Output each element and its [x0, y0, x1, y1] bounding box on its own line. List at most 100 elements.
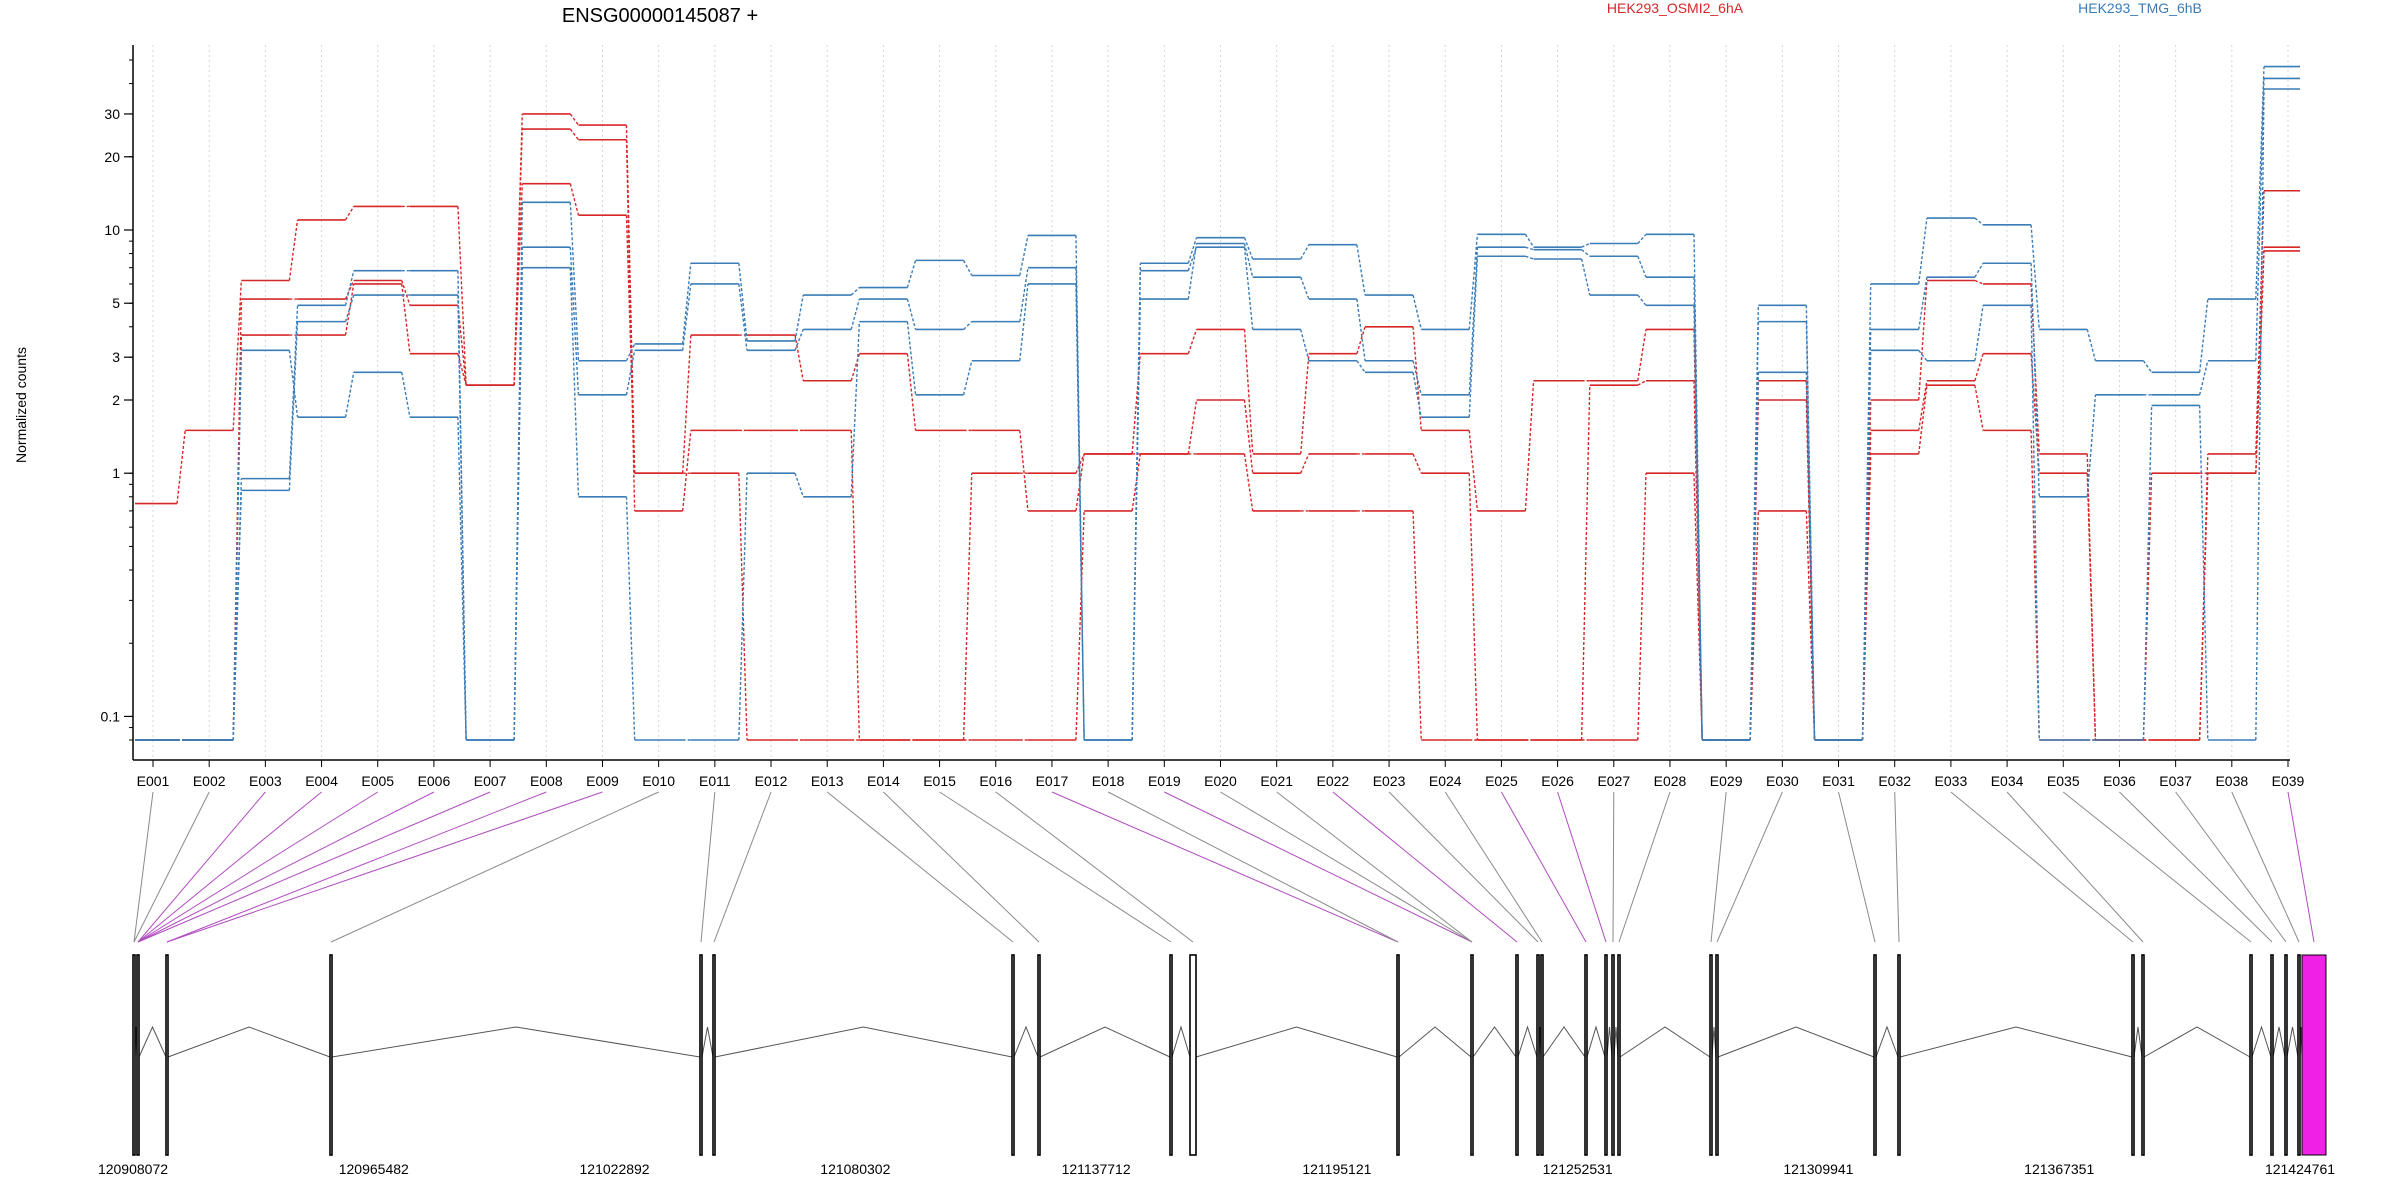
exon-box [329, 954, 333, 1156]
exon-tick-label: E017 [1036, 773, 1069, 789]
series-transition [2142, 473, 2153, 741]
series-transition [1019, 283, 1029, 361]
exon-box [1515, 954, 1519, 1156]
exon-box [165, 954, 169, 1156]
intron [138, 1025, 167, 1058]
series-transition [1974, 217, 1984, 226]
exon-box [2297, 954, 2301, 1156]
exon-tick-label: E006 [418, 773, 451, 789]
genome-coordinate-label: 120908072 [98, 1161, 168, 1177]
series-transition [401, 372, 411, 418]
series-transition [850, 287, 860, 296]
series-transition [738, 283, 748, 351]
series-transition [625, 343, 636, 362]
series-transition [1131, 270, 1142, 741]
exon-tick-label: E015 [923, 773, 956, 789]
series-transition [962, 260, 973, 276]
series-transition [962, 473, 973, 741]
series-transition [738, 473, 748, 741]
intron [1606, 1026, 1613, 1058]
series-transition [1861, 283, 1872, 741]
exon-tick-label: E036 [2103, 773, 2136, 789]
exon-connector [133, 791, 154, 943]
exon-tick-label: E003 [249, 773, 282, 789]
exon-tick-label: E021 [1260, 773, 1293, 789]
exon-box [1584, 954, 1588, 1156]
exon-connector [1276, 791, 1473, 943]
series-transition [1300, 329, 1310, 361]
intron [2143, 1026, 2251, 1058]
series-2 [135, 128, 2300, 741]
series-transition [2030, 263, 2040, 497]
series-transition [1019, 235, 1029, 276]
exon-tick-label: E034 [1991, 773, 2024, 789]
series-transition [569, 113, 580, 126]
exon-tick-label: E026 [1541, 773, 1574, 789]
exon-connector [1332, 791, 1518, 943]
series-transition [288, 350, 299, 418]
intron [331, 1026, 701, 1058]
intron [1899, 1026, 2133, 1058]
series-transition [906, 260, 917, 288]
series-transition [1356, 360, 1366, 373]
y-axis-label: Normalized counts [13, 347, 29, 463]
intron [1398, 1026, 1472, 1058]
series-transition [1300, 244, 1310, 260]
legend-entry-tmg: HEK293_TMG_6hB [2078, 0, 2202, 16]
series-transition [1525, 255, 1534, 260]
intron [2133, 1026, 2143, 1058]
exon-tick-label: E001 [137, 773, 170, 789]
exon-connector [1894, 791, 1900, 943]
series-transition [1524, 233, 1535, 248]
exon-connector [137, 791, 266, 943]
intron [2286, 1026, 2299, 1058]
intron [1542, 1026, 1586, 1058]
series-transition [681, 334, 692, 474]
series-transition [1749, 372, 1760, 741]
exon-tick-label: E030 [1766, 773, 1799, 789]
series-transition [1187, 399, 1198, 455]
exon-tick-label: E010 [642, 773, 675, 789]
exon-connector [137, 791, 379, 943]
legend-entry-osmi2: HEK293_OSMI2_6hA [1607, 0, 1744, 16]
series-transition [1468, 256, 1479, 418]
series-transition [1075, 510, 1085, 741]
exon-connector [1444, 791, 1543, 943]
series-transition [1243, 247, 1254, 330]
series-transition [681, 430, 692, 511]
exon-tick-label: E033 [1935, 773, 1968, 789]
exon-box [1396, 954, 1400, 1156]
exon-connector [2175, 791, 2287, 943]
exon-box [1011, 954, 1015, 1156]
series-transition [2255, 66, 2265, 300]
series-6 [135, 88, 2300, 741]
series-transition [1131, 453, 1142, 511]
series-transition [1637, 294, 1647, 306]
exon-connector [1051, 791, 1399, 943]
series-transition [1356, 244, 1366, 296]
intron [1717, 1026, 1875, 1058]
exon-box [132, 954, 136, 1156]
series-transition [1131, 353, 1142, 455]
intron [714, 1026, 1013, 1058]
series-3 [135, 182, 2300, 741]
exon-connector-lines [133, 791, 2315, 943]
intron [167, 1026, 331, 1058]
series-transition [625, 350, 636, 395]
exon-box [1169, 954, 1173, 1156]
series-transition [1581, 249, 1591, 257]
series-transition [1412, 360, 1422, 396]
genome-coordinate-label: 121137712 [1062, 1161, 1131, 1177]
series-transition [2030, 224, 2040, 330]
series-transition [1412, 453, 1422, 474]
series-transition [906, 321, 917, 395]
gene-model: 120908072 120965482 121022892 121080302 1211… [98, 954, 2335, 1177]
intron [1875, 1025, 1899, 1058]
series-transition [1187, 243, 1198, 300]
series-transition [2086, 394, 2097, 497]
intron [2251, 1025, 2272, 1058]
series-transition [344, 270, 355, 306]
exon-tick-label: E018 [1092, 773, 1125, 789]
series-transition [1580, 258, 1591, 296]
